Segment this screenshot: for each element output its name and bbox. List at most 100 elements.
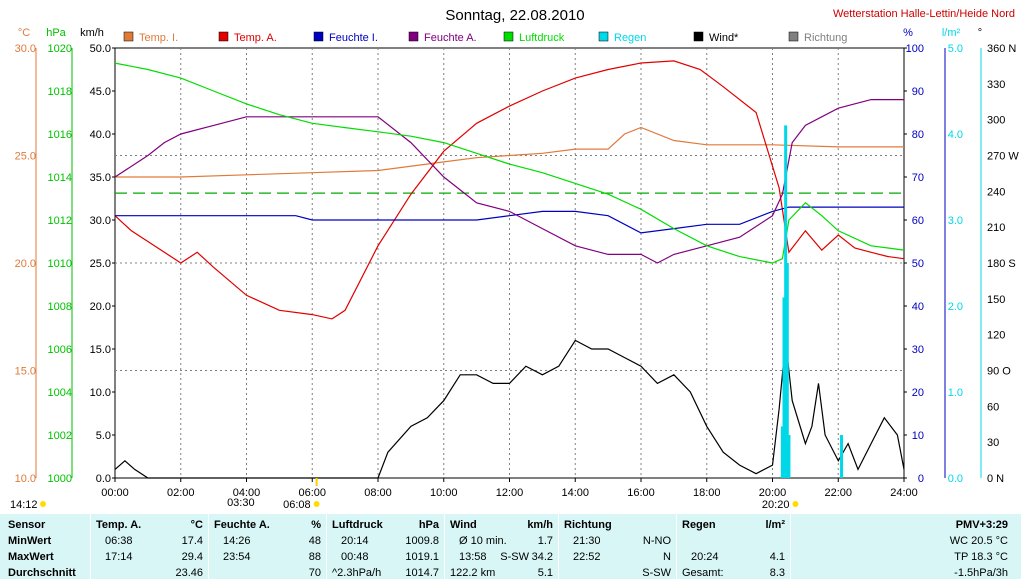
stats-avg-note: Gesamt: — [682, 567, 724, 579]
legend-swatch — [788, 31, 799, 42]
stats-avg-value: 70 — [308, 567, 321, 579]
stats-avg-value: 23.46 — [175, 567, 203, 579]
x-tick-label: 10:00 — [430, 487, 458, 499]
stats-max-value: N — [663, 551, 671, 563]
series-humidity_inside — [115, 206, 904, 234]
axis-temp-tick: 10.0 — [15, 473, 36, 485]
legend-swatch — [218, 31, 229, 42]
stats-min-time: 20:14 — [341, 535, 369, 547]
x-tick-label: 24:00 — [890, 487, 918, 499]
legend-swatch — [313, 31, 324, 42]
stats-unit: °C — [190, 519, 203, 531]
axis-direction-tick: 210 — [987, 222, 1005, 234]
axis-wind-tick: 5.0 — [96, 430, 111, 442]
axis-rain-tick: 1.0 — [948, 387, 963, 399]
axis-temp-tick: 30.0 — [15, 43, 36, 55]
axis-temp-tick: 15.0 — [15, 366, 36, 378]
axis-rain-tick: 2.0 — [948, 301, 963, 313]
stats-max-value: 88 — [308, 551, 321, 563]
stats-max-value: 1019.1 — [405, 551, 439, 563]
stats-avg-note: ^2.3hPa/h — [332, 567, 382, 579]
legend-swatch — [693, 31, 704, 42]
axis-wind-unit: km/h — [80, 27, 104, 39]
markers: 14:12 06:08 20:20 03:30 — [10, 478, 799, 511]
stats-max-time: 22:52 — [573, 551, 601, 563]
axis-rain-tick: 4.0 — [948, 129, 963, 141]
axis-humidity-tick: 20 — [912, 387, 924, 399]
station-name: Wetterstation Halle-Lettin/Heide Nord — [833, 8, 1015, 20]
x-tick-label: 08:00 — [364, 487, 392, 499]
stats-header: Luftdruck — [332, 519, 383, 531]
stats-column: Feuchte A.% 14:26 48 23:54 88 70 — [208, 514, 327, 579]
legend-swatch — [123, 31, 134, 42]
x-tick-label: 02:00 — [167, 487, 195, 499]
axis-wind-tick: 0.0 — [96, 473, 111, 485]
axis-humidity-tick: 70 — [912, 172, 924, 184]
rain-bar — [780, 426, 784, 478]
axes: 10.015.020.025.030.0°C100010021004100610… — [15, 27, 1020, 499]
stats-unit: hPa — [418, 519, 439, 531]
x-tick-label: 18:00 — [693, 487, 721, 499]
pmv-tp: TP 18.3 °C — [954, 551, 1008, 563]
series-pressure — [114, 62, 905, 264]
stats-min-value: N-NO — [642, 535, 671, 547]
axis-pressure-unit: hPa — [46, 27, 66, 39]
axis-pressure-tick: 1002 — [48, 430, 72, 442]
stats-max-time: 00:48 — [341, 551, 369, 563]
stats-avg-value: 8.3 — [769, 567, 785, 579]
stats-column: Wind km/h Ø 10 min. 1.7 13:58 34.2 122.2 km 5.1… — [444, 514, 559, 579]
stats-unit: % — [311, 519, 321, 531]
stats-column: Luftdruck hPa 20:14 1009.8 00:48 1019.1 ^2.3hP… — [326, 514, 445, 579]
rain-bar — [784, 125, 788, 479]
stats-header: Regen — [682, 519, 716, 531]
stats-header: Feuchte A. — [214, 519, 270, 531]
stats-min-value: 1.7 — [537, 535, 553, 547]
stats-max-time: 23:54 — [223, 551, 251, 563]
legend-label: Temp. I. — [139, 32, 178, 44]
stats-avg-value: S-SW — [642, 567, 671, 579]
x-tick-label: 16:00 — [627, 487, 655, 499]
stats-header: Richtung — [564, 519, 612, 531]
axis-temp-unit: °C — [18, 27, 30, 39]
axis-humidity-unit: % — [903, 27, 913, 39]
x-tick-label: 14:00 — [561, 487, 589, 499]
axis-direction-tick: 300 — [987, 115, 1005, 127]
axis-wind-tick: 15.0 — [90, 344, 111, 356]
axis-pressure-tick: 1014 — [48, 172, 72, 184]
stats-min-time: Ø 10 min. — [459, 535, 507, 547]
stats-max-value: 34.2 — [531, 551, 553, 563]
axis-pressure-tick: 1008 — [48, 301, 72, 313]
axis-rain-tick: 3.0 — [948, 215, 963, 227]
series-temp_outside — [114, 60, 905, 320]
stats-unit: l/m² — [765, 519, 785, 531]
stats-header: Wind — [450, 519, 477, 531]
rain-bar — [787, 435, 791, 478]
stats-max-time: 13:58 — [459, 551, 487, 563]
axis-humidity-tick: 30 — [912, 344, 924, 356]
legend-label: Richtung — [804, 32, 847, 44]
axis-humidity-tick: 40 — [912, 301, 924, 313]
axis-humidity-tick: 80 — [912, 129, 924, 141]
stats-header: Temp. A. — [96, 519, 142, 531]
stats-max-value: 29.4 — [181, 551, 203, 563]
x-tick-label: 20:00 — [759, 487, 787, 499]
pmv-wc: WC 20.5 °C — [949, 535, 1008, 547]
stats-max-time: 17:14 — [105, 551, 133, 563]
series-group — [114, 60, 905, 479]
x-tick-label: 00:00 — [101, 487, 129, 499]
series-temp_inside — [115, 126, 904, 178]
axis-wind-tick: 40.0 — [90, 129, 111, 141]
stats-column: Regen l/m² 20:24 4.1 Gesamt: 8.3 — [676, 514, 791, 579]
statistics-panel: Sensor MinWert MaxWert Durchschnitt Temp… — [0, 514, 1021, 579]
series-wind — [114, 339, 905, 479]
axis-direction-tick: 270 W — [987, 151, 1019, 163]
axis-direction-tick: 360 N — [987, 43, 1016, 55]
axis-direction-tick: 330 — [987, 79, 1005, 91]
axis-direction-tick: 180 S — [987, 258, 1016, 270]
stats-avg-note: 122.2 km — [450, 567, 496, 579]
axis-temp-tick: 25.0 — [15, 151, 36, 163]
axis-wind-tick: 10.0 — [90, 387, 111, 399]
stats-label-avg: Durchschnitt — [8, 567, 76, 579]
axis-humidity-tick: 60 — [912, 215, 924, 227]
